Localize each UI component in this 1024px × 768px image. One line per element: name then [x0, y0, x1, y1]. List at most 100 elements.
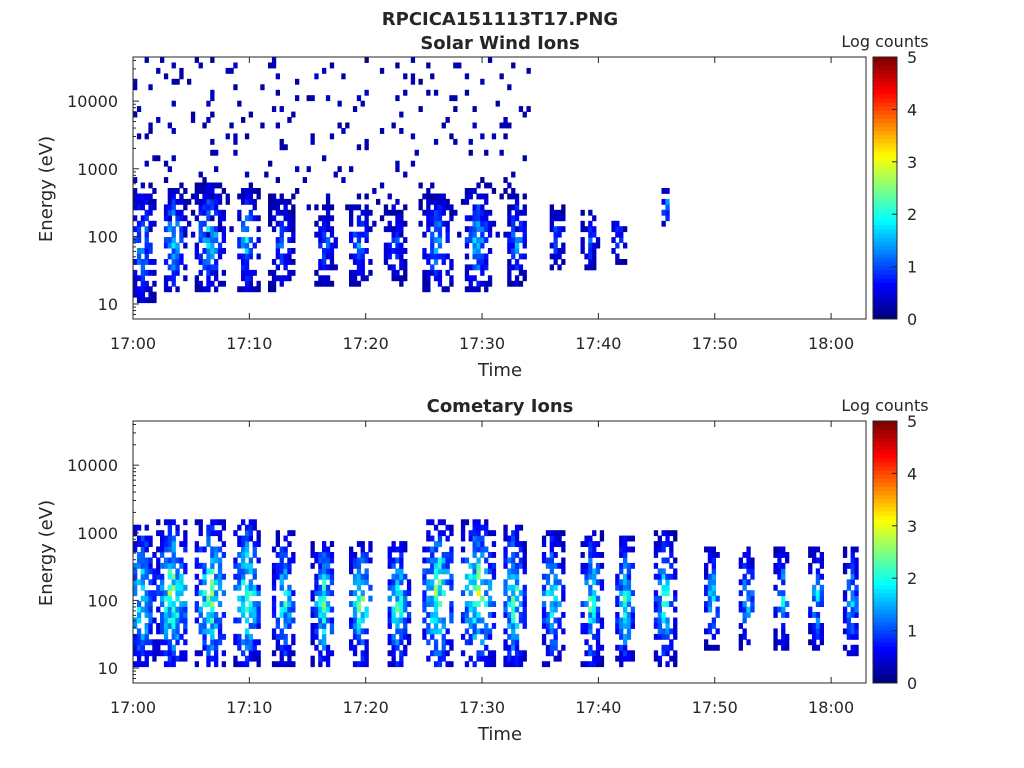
heatmap-cell — [657, 612, 662, 618]
heatmap-cell — [422, 280, 427, 287]
heatmap-cell — [163, 595, 169, 602]
heatmap-cell — [588, 546, 593, 553]
colorbar-swatch — [873, 200, 897, 205]
heatmap-cell — [815, 573, 821, 580]
heatmap-cell — [233, 617, 238, 624]
heatmap-cell — [233, 149, 238, 156]
heatmap-cell — [426, 623, 431, 629]
heatmap-cell — [268, 160, 273, 167]
heatmap-cell — [229, 122, 234, 129]
heatmap-cell — [449, 661, 454, 668]
heatmap-cell — [815, 557, 821, 564]
heatmap-cell — [202, 204, 207, 211]
heatmap-cell — [476, 264, 481, 271]
heatmap-cell — [279, 138, 284, 145]
heatmap-cell — [472, 226, 477, 233]
heatmap-cell — [553, 259, 558, 265]
heatmap-cell — [175, 220, 180, 227]
heatmap-cell — [588, 237, 593, 243]
heatmap-cell — [387, 639, 392, 646]
colorbar-swatch — [873, 642, 897, 647]
heatmap-cell — [661, 188, 666, 194]
heatmap-cell — [514, 530, 520, 537]
heatmap-cell — [599, 617, 605, 624]
heatmap-cell — [549, 612, 554, 618]
heatmap-cell — [283, 204, 288, 211]
heatmap-cell — [206, 117, 211, 123]
heatmap-cell — [503, 535, 508, 542]
heatmap-cell — [279, 584, 284, 591]
heatmap-cell — [549, 264, 554, 271]
heatmap-cell — [526, 106, 531, 112]
heatmap-cell — [256, 557, 261, 564]
colorbar-swatch — [873, 617, 897, 623]
heatmap-cell — [271, 275, 277, 282]
heatmap-cell — [364, 573, 369, 580]
heatmap-cell — [217, 226, 223, 233]
heatmap-cell — [553, 644, 558, 651]
heatmap-cell — [665, 530, 670, 537]
heatmap-cell — [511, 535, 516, 542]
heatmap-cell — [217, 220, 223, 227]
heatmap-cell — [406, 612, 412, 618]
heatmap-cell — [183, 628, 188, 635]
heatmap-cell — [136, 535, 142, 542]
heatmap-cell — [395, 601, 400, 607]
heatmap-cell — [545, 590, 551, 597]
heatmap-cell — [395, 215, 400, 222]
heatmap-cell — [619, 231, 624, 238]
colorbar-swatch — [873, 556, 897, 561]
heatmap-cell — [472, 231, 477, 238]
heatmap-cell — [433, 650, 439, 657]
colorbar-swatch — [873, 498, 897, 504]
heatmap-cell — [248, 623, 253, 629]
heatmap-cell — [325, 573, 331, 580]
heatmap-cell — [287, 644, 292, 651]
heatmap-cell — [202, 193, 207, 200]
heatmap-cell — [183, 601, 188, 607]
heatmap-cell — [472, 204, 477, 211]
heatmap-cell — [237, 606, 242, 613]
heatmap-cell — [244, 193, 250, 200]
heatmap-cell — [476, 628, 481, 635]
heatmap-cell — [360, 661, 365, 668]
heatmap-cell — [561, 628, 566, 635]
heatmap-cell — [341, 128, 346, 134]
heatmap-cell — [750, 573, 755, 580]
heatmap-cell — [464, 269, 470, 276]
heatmap-cell — [163, 661, 169, 668]
heatmap-cell — [399, 573, 404, 580]
heatmap-cell — [171, 633, 176, 640]
heatmap-cell — [846, 617, 851, 624]
heatmap-cell — [403, 220, 408, 227]
heatmap-cell — [391, 237, 396, 243]
heatmap-cell — [133, 562, 138, 569]
heatmap-cell — [202, 644, 207, 651]
heatmap-cell — [233, 84, 238, 91]
heatmap-cell — [183, 231, 188, 238]
heatmap-cell — [665, 188, 670, 194]
heatmap-cell — [144, 639, 149, 646]
heatmap-cell — [426, 204, 431, 211]
heatmap-cell — [430, 231, 435, 238]
heatmap-cell — [445, 552, 450, 558]
heatmap-cell — [657, 541, 662, 547]
heatmap-cell — [349, 231, 354, 238]
heatmap-cell — [661, 644, 666, 651]
heatmap-cell — [472, 601, 477, 607]
heatmap-cell — [368, 269, 373, 276]
heatmap-cell — [592, 552, 597, 558]
heatmap-cell — [368, 259, 373, 265]
heatmap-cell — [746, 606, 751, 613]
heatmap-cell — [167, 209, 172, 216]
heatmap-cell — [511, 248, 516, 254]
colorbar-swatch — [873, 441, 897, 447]
heatmap-cell — [615, 253, 620, 260]
heatmap-cell — [595, 633, 601, 640]
heatmap-cell — [433, 623, 439, 629]
heatmap-cell — [580, 623, 585, 629]
heatmap-cell — [472, 248, 477, 254]
heatmap-cell — [217, 562, 223, 569]
heatmap-cell — [306, 204, 311, 211]
heatmap-cell — [437, 584, 443, 591]
